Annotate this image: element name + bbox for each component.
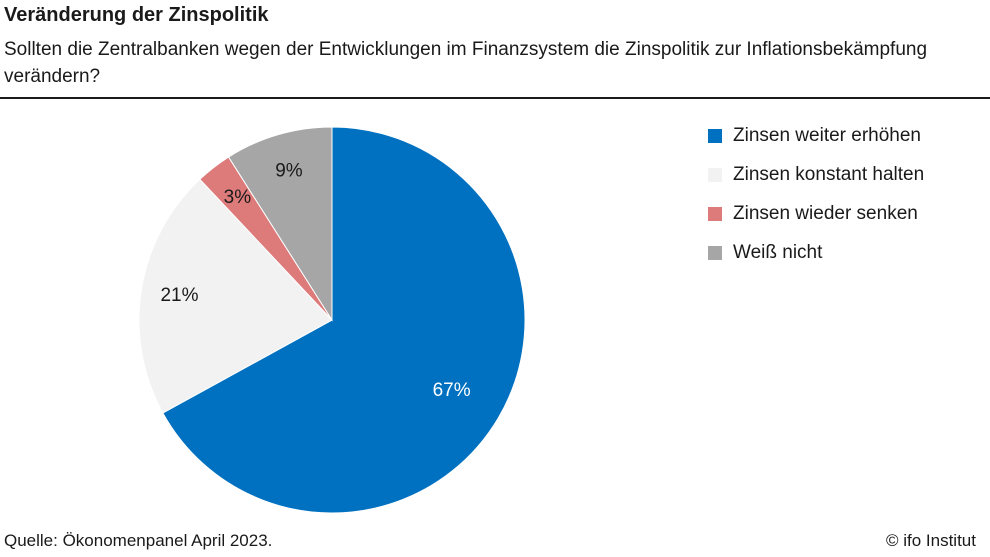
legend-item: Zinsen wieder senken bbox=[708, 194, 924, 233]
legend-item: Zinsen konstant halten bbox=[708, 155, 924, 194]
chart-subtitle: Sollten die Zentralbanken wegen der Entw… bbox=[4, 39, 928, 87]
legend-swatch-icon bbox=[708, 206, 722, 221]
legend-swatch-icon bbox=[708, 167, 722, 182]
source-note: Quelle: Ökonomenpanel April 2023. bbox=[4, 531, 273, 550]
chart-title: Veränderung der Zinspolitik bbox=[4, 4, 269, 26]
pie-slice bbox=[227, 126, 333, 322]
legend-swatch-icon bbox=[708, 128, 722, 143]
slice-value-label: 9% bbox=[275, 161, 303, 182]
legend-label: Zinsen konstant halten bbox=[733, 163, 925, 185]
slice-value-label: 3% bbox=[224, 187, 252, 208]
pie-chart: 67% 21% 3% 9% bbox=[138, 126, 526, 514]
legend: Zinsen weiter erhöhen Zinsen konstant ha… bbox=[708, 116, 924, 272]
slice-value-label: 67% bbox=[433, 380, 471, 401]
pie-slice bbox=[138, 178, 333, 414]
pie-slice bbox=[162, 126, 526, 514]
legend-item: Zinsen weiter erhöhen bbox=[708, 116, 924, 155]
slice-value-label: 21% bbox=[160, 285, 198, 306]
legend-item: Weiß nicht bbox=[708, 233, 924, 272]
copyright-credit: © ifo Institut bbox=[885, 531, 976, 550]
legend-label: Weiß nicht bbox=[733, 241, 823, 263]
header-divider bbox=[0, 97, 990, 99]
legend-label: Zinsen weiter erhöhen bbox=[733, 124, 921, 146]
legend-label: Zinsen wieder senken bbox=[733, 202, 918, 224]
legend-swatch-icon bbox=[708, 245, 722, 260]
